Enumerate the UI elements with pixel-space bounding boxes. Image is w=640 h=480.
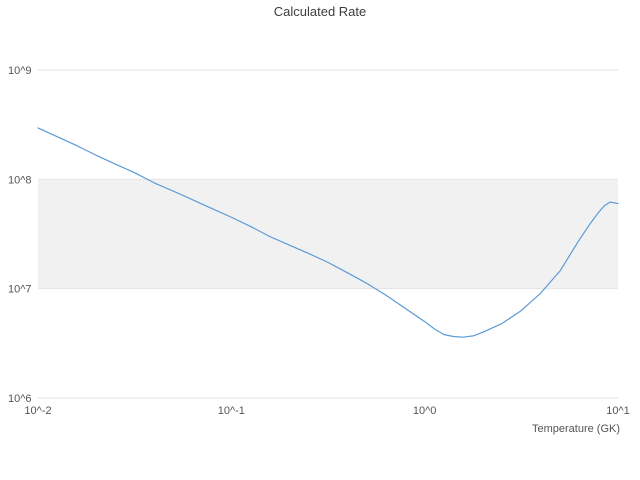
x-axis-label: Temperature (GK) xyxy=(531,423,620,435)
x-tick-label: 10^1 xyxy=(606,405,630,417)
rate-curve xyxy=(37,127,619,338)
y-tick-label: 10^9 xyxy=(8,65,32,77)
x-tick-label: 10^0 xyxy=(413,405,437,417)
shaded-band xyxy=(38,179,618,289)
x-tick-label: 10^-1 xyxy=(218,405,245,417)
y-tick-label: 10^7 xyxy=(8,284,32,296)
y-tick-label: 10^6 xyxy=(8,393,32,405)
x-tick-label: 10^-2 xyxy=(24,405,51,417)
y-tick-label: 10^8 xyxy=(8,174,32,186)
chart-title: Calculated Rate xyxy=(273,4,367,19)
